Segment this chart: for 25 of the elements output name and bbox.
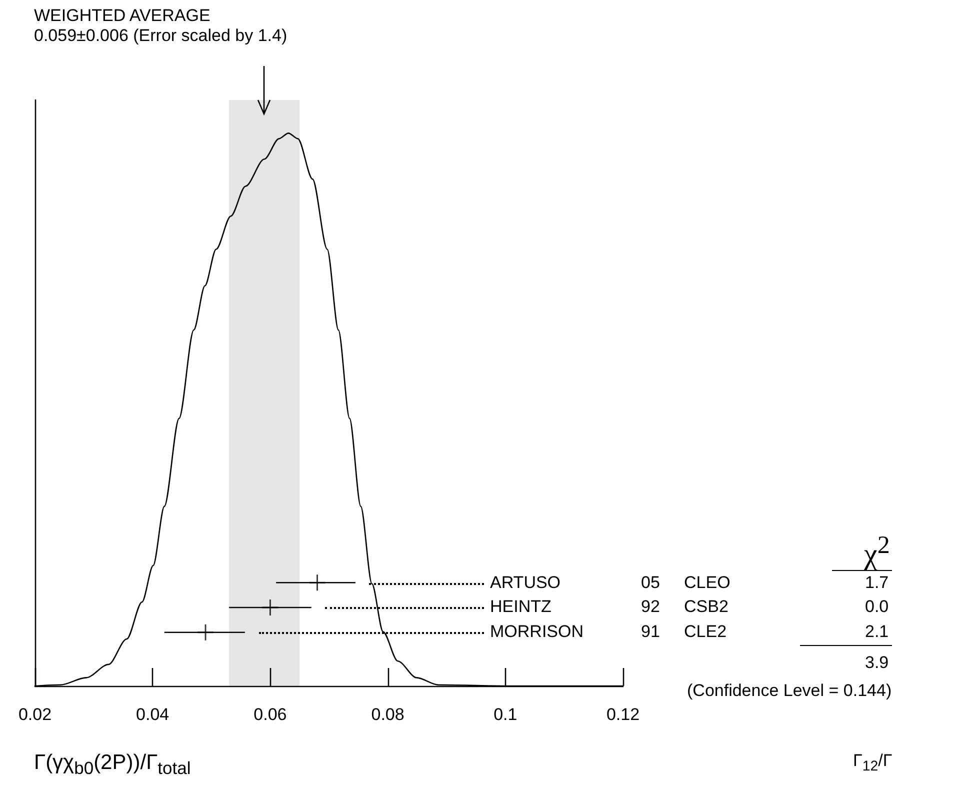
text: CSB2: [684, 597, 728, 616]
text: (Confidence Level = 0.144): [687, 681, 892, 700]
text: WEIGHTED AVERAGE: [34, 6, 210, 25]
x-tick-label: 0.08: [371, 705, 404, 724]
text: 05: [641, 572, 660, 592]
text: CLEO: [684, 572, 730, 592]
annotation: MORRISON: [490, 622, 584, 642]
text: Γ$_{12}$/Γ: [853, 751, 892, 774]
text: χ$^{2}$: [864, 532, 890, 571]
text: 2.1: [865, 622, 889, 642]
text: 1.7: [865, 572, 889, 592]
text: 0.059±0.006 (Error scaled by 1.4): [34, 26, 288, 45]
x-axis-title: Γ(γχ$_{b0}$(2P))/Γ$_{total}$: [34, 751, 191, 778]
text: 92: [641, 597, 660, 616]
annotation: ARTUSO: [490, 572, 561, 592]
text: 0.0: [865, 597, 889, 616]
x-tick-label: 0.04: [136, 705, 170, 724]
x-tick-label: 0.1: [494, 705, 518, 724]
x-tick-label: 0.12: [606, 705, 640, 724]
text: 91: [641, 622, 660, 642]
text: CLE2: [684, 622, 727, 642]
x-tick-label: 0.02: [18, 705, 52, 724]
x-tick-label: 0.06: [254, 705, 287, 724]
text: 3.9: [865, 653, 889, 672]
annotation: HEINTZ: [490, 597, 552, 616]
